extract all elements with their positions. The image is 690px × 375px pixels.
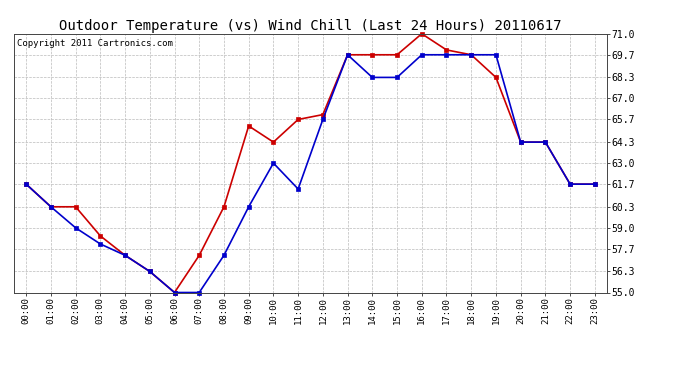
Title: Outdoor Temperature (vs) Wind Chill (Last 24 Hours) 20110617: Outdoor Temperature (vs) Wind Chill (Las… [59,19,562,33]
Text: Copyright 2011 Cartronics.com: Copyright 2011 Cartronics.com [17,39,172,48]
